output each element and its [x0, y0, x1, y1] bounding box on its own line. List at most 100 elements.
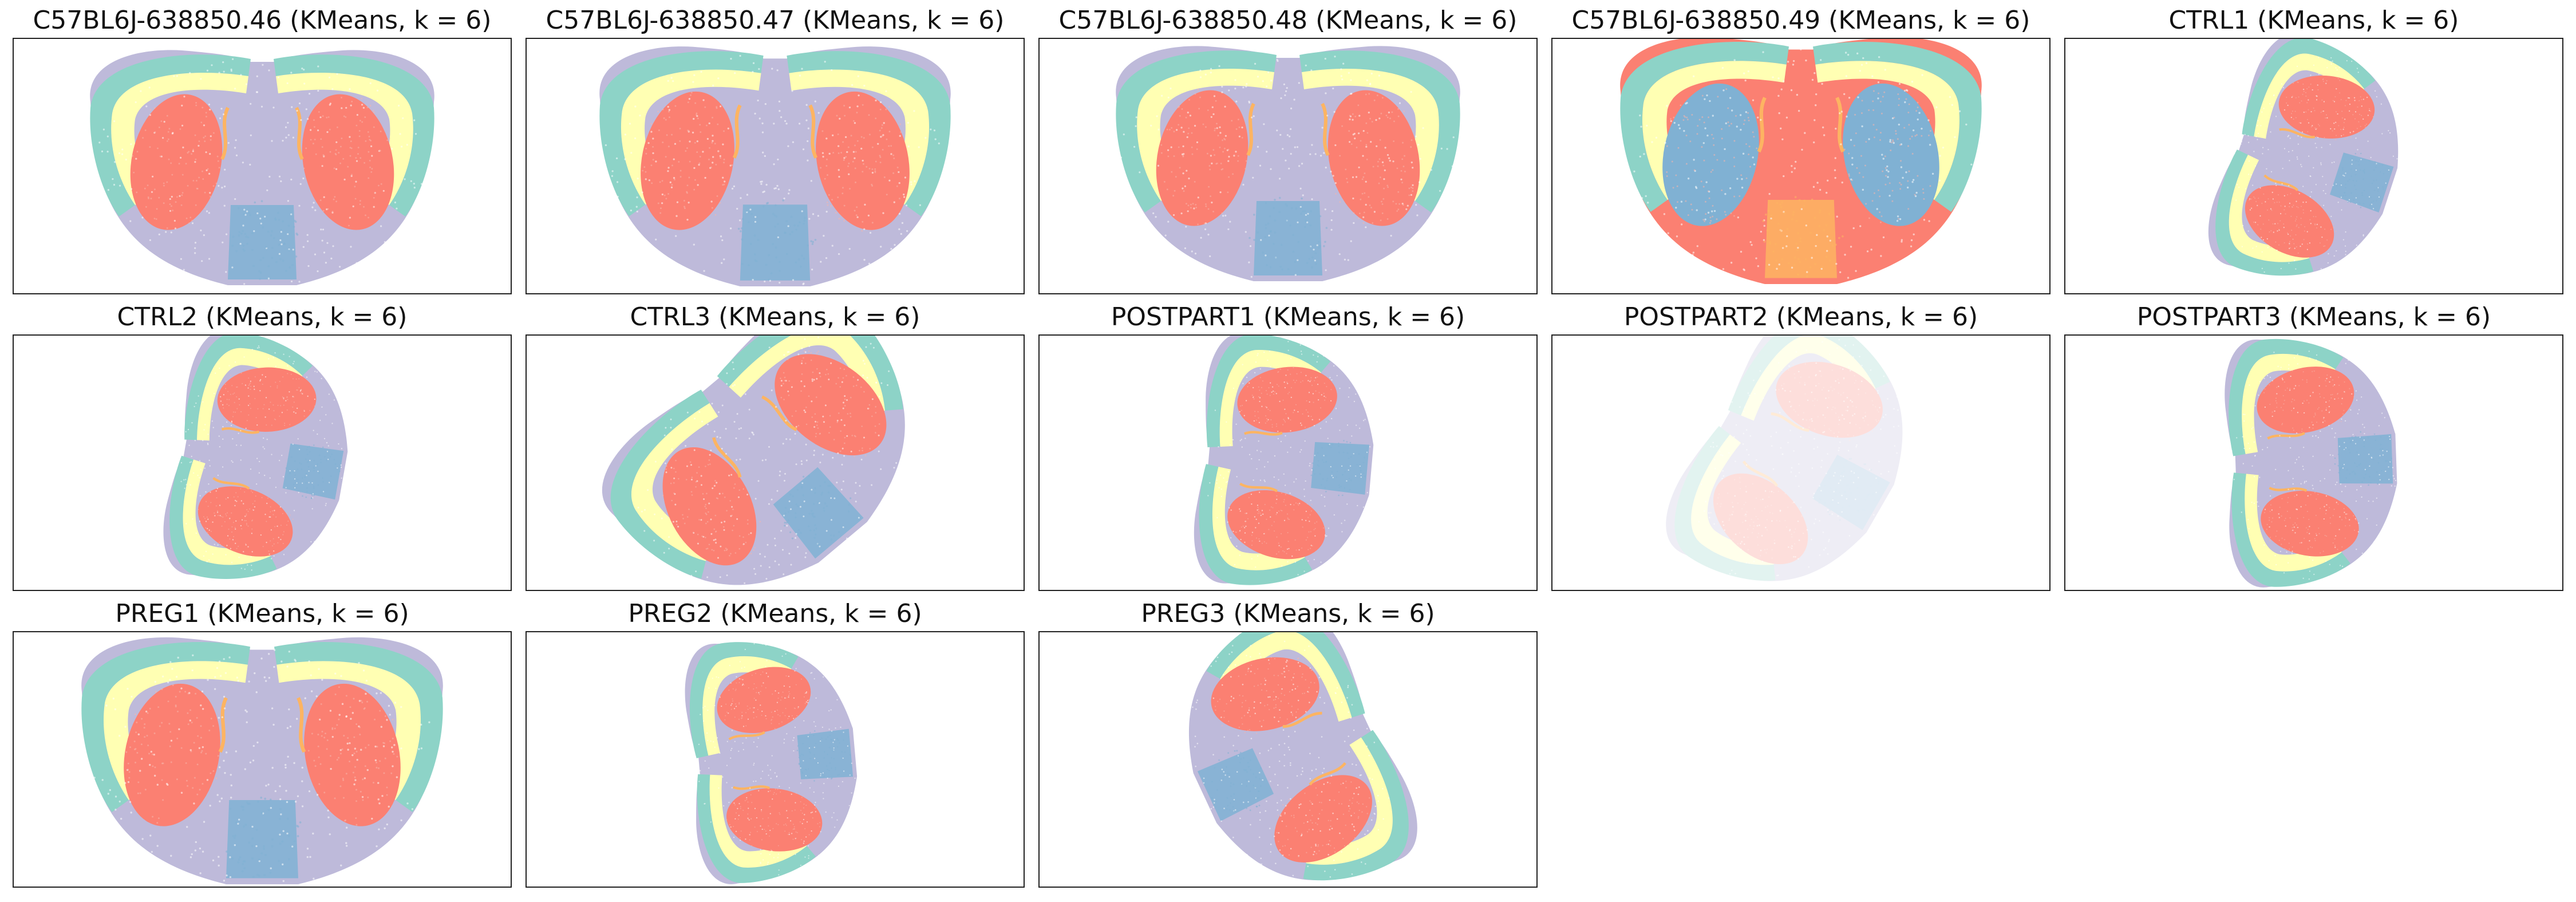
cluster-inner-cortex-band: [1815, 61, 1959, 200]
panel-title: CTRL3 (KMeans, k = 6): [630, 302, 920, 332]
scatter-point-texture: [637, 336, 911, 589]
scatter-panel: [2208, 38, 2399, 280]
plot-area: [163, 334, 348, 583]
tissue-section: [1188, 631, 1417, 887]
cluster-core-region: [1211, 657, 1319, 731]
scatter-point-texture: [2231, 344, 2397, 580]
cluster-midline-region: [1311, 442, 1369, 495]
panel-frame: [1551, 334, 2050, 591]
plot-area: [1116, 46, 1460, 281]
panel-title: CTRL2 (KMeans, k = 6): [117, 302, 408, 332]
cluster-inner-cortex-band: [1306, 737, 1393, 865]
cluster-core-region: [1776, 361, 1883, 438]
cluster-accent-streak: [2267, 432, 2305, 440]
cluster-outer-cortex-band: [1116, 50, 1277, 212]
plot-area: [685, 641, 858, 884]
scatter-point-texture: [1120, 56, 1455, 278]
cluster-accent-streak: [712, 437, 742, 478]
cluster-midline-region: [1254, 201, 1322, 275]
cluster-accent-streak: [808, 104, 818, 159]
cluster-inner-cortex-band: [276, 72, 413, 205]
cluster-midline-region: [2337, 434, 2393, 484]
cluster-accent-streak: [1321, 103, 1330, 156]
cluster-accent-streak: [1835, 97, 1845, 153]
scatter-panel: [1116, 46, 1460, 281]
cluster-core-region: [1713, 473, 1808, 565]
cluster-outer-cortex-band: [169, 455, 277, 579]
cluster-midline-region: [773, 467, 864, 559]
plot-area: [599, 46, 951, 287]
panel-frame: [1038, 334, 1538, 591]
panel-frame: [526, 334, 1025, 591]
scatter-point-texture: [695, 641, 856, 876]
cluster-accent-streak: [1771, 412, 1809, 432]
scatter-point-texture: [1206, 341, 1371, 582]
cluster-inner-cortex-band: [702, 656, 792, 756]
cluster-inner-cortex-band: [1642, 61, 1787, 200]
cluster-outer-cortex-band: [787, 51, 951, 216]
cluster-core-region: [2278, 75, 2375, 139]
cluster-core-region: [2257, 367, 2354, 434]
panel-frame: [526, 631, 1025, 888]
cluster-inner-cortex-band: [111, 72, 248, 205]
scatter-panel: [685, 641, 858, 884]
cluster-accent-streak: [732, 104, 742, 159]
panel-title: C57BL6J-638850.49 (KMeans, k = 6): [1571, 6, 2030, 35]
cluster-outer-cortex-band: [90, 54, 251, 216]
cluster-accent-streak: [212, 476, 250, 490]
cluster-outer-cortex-band: [1620, 42, 1789, 212]
cluster-outer-cortex-band: [689, 642, 799, 758]
panel-title: POSTPART3 (KMeans, k = 6): [2136, 302, 2491, 332]
panel-title: C57BL6J-638850.47 (KMeans, k = 6): [546, 6, 1005, 35]
scatter-panel: [1194, 334, 1374, 585]
panel-title: PREG1 (KMeans, k = 6): [115, 599, 409, 628]
panel-title: C57BL6J-638850.46 (KMeans, k = 6): [33, 6, 492, 35]
scatter-panel: [90, 50, 434, 285]
panel-frame: [1551, 38, 2050, 294]
cluster-accent-streak: [218, 697, 228, 753]
panel-frame: [13, 334, 512, 591]
cluster-outer-cortex-band: [81, 642, 251, 812]
scatter-point-texture: [180, 345, 345, 583]
cluster-inner-cortex-band: [104, 661, 248, 800]
cluster-core-region: [130, 94, 223, 230]
cluster-core-region: [1156, 90, 1249, 226]
scatter-panel: [1188, 631, 1417, 887]
panel-frame: [13, 631, 512, 888]
plot-area: [602, 334, 911, 589]
cluster-core-region: [302, 94, 394, 230]
cluster-accent-streak: [297, 697, 306, 753]
panel-title: PREG2 (KMeans, k = 6): [628, 599, 922, 628]
cluster-outer-cortex-band: [1728, 334, 1890, 416]
scatter-panel: [2225, 338, 2397, 588]
tissue-section: [2225, 338, 2397, 588]
plot-area: [81, 637, 443, 884]
scatter-panel: [81, 637, 443, 884]
tissue-section: [1194, 334, 1374, 585]
cluster-core-region: [197, 486, 293, 557]
plot-area: [2208, 38, 2399, 280]
tissue-section: [599, 46, 951, 287]
cluster-outer-cortex-band: [184, 334, 313, 440]
cluster-accent-streak: [1282, 711, 1322, 728]
plot-area: [2225, 338, 2397, 588]
cluster-core-region: [726, 788, 823, 852]
cluster-inner-cortex-band: [2229, 155, 2309, 262]
panel-title: POSTPART2 (KMeans, k = 6): [1623, 302, 1978, 332]
cluster-outer-cortex-band: [610, 389, 710, 579]
cluster-outer-cortex-band: [1199, 464, 1313, 585]
cluster-outer-cortex-band: [2231, 472, 2350, 587]
cluster-inner-cortex-band: [1137, 68, 1274, 201]
cluster-accent-streak: [728, 731, 765, 740]
cluster-outer-cortex-band: [1206, 334, 1331, 448]
scatter-panel: [163, 334, 348, 583]
panel-title: PREG3 (KMeans, k = 6): [1141, 599, 1435, 628]
tissue-section: [685, 641, 858, 884]
cluster-background-region: [1666, 334, 1903, 581]
cluster-accent-streak: [2279, 128, 2316, 139]
scatter-panel: [1620, 38, 1982, 284]
panel-frame: [13, 38, 512, 294]
panel-frame: [2064, 334, 2563, 591]
tissue-section: [1620, 38, 1982, 284]
